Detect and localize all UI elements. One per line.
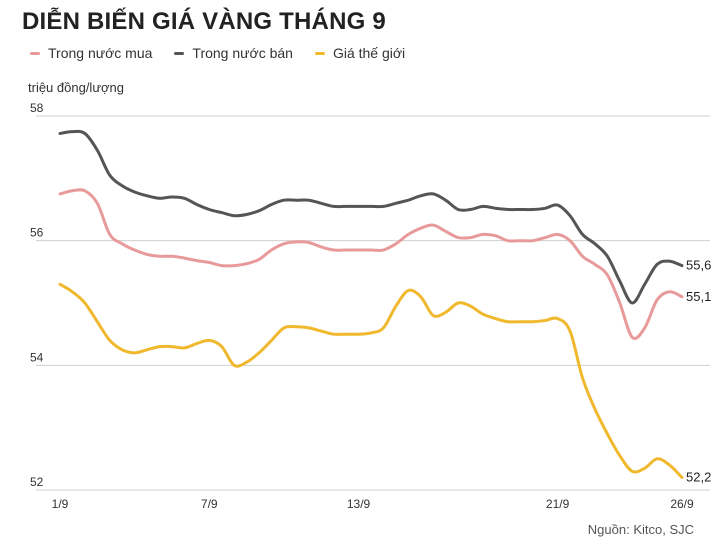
legend-item-ban: Trong nước bán — [174, 45, 293, 61]
x-tick-label-21-9: 21/9 — [546, 497, 570, 511]
legend-swatch-ban — [174, 51, 185, 55]
x-tick-label-7-9: 7/9 — [201, 497, 218, 511]
y-tick-label-58: 58 — [30, 101, 44, 115]
y-tick-label-56: 56 — [30, 226, 44, 240]
y-tick-label-54: 54 — [30, 350, 44, 364]
legend: Trong nước mua Trong nước bán Giá thế gi… — [30, 45, 405, 61]
x-tick-label-26-9: 26/9 — [670, 497, 694, 511]
chart-title: DIỄN BIẾN GIÁ VÀNG THÁNG 9 — [22, 8, 386, 35]
x-tick-label-13-9: 13/9 — [347, 497, 371, 511]
series-line-trong-nuoc-mua — [58, 188, 684, 340]
source-note: Nguồn: Kitco, SJC — [587, 522, 694, 537]
series-line-trong-nuoc-ban — [58, 129, 684, 305]
legend-swatch-mua — [30, 51, 40, 55]
end-label-trong-nuoc-mua: 55,1 — [686, 289, 711, 304]
y-axis-label: triệu đồng/lượng — [28, 80, 125, 95]
end-label-trong-nuoc-ban: 55,6 — [686, 258, 711, 273]
y-tick-label-52: 52 — [30, 475, 44, 489]
legend-label-the-gioi: Giá thế giới — [332, 45, 406, 61]
legend-item-mua: Trong nước mua — [30, 45, 152, 61]
series-line-gia-the-gioi — [58, 282, 684, 479]
end-label-gia-the-gioi: 52,2 — [686, 470, 711, 485]
x-tick-label-1-9: 1/9 — [52, 497, 69, 511]
legend-label-mua: Trong nước mua — [48, 45, 153, 61]
legend-item-the-gioi: Giá thế giới — [314, 45, 406, 61]
legend-swatch-the-gioi — [314, 51, 325, 55]
legend-label-ban: Trong nước bán — [192, 45, 293, 61]
